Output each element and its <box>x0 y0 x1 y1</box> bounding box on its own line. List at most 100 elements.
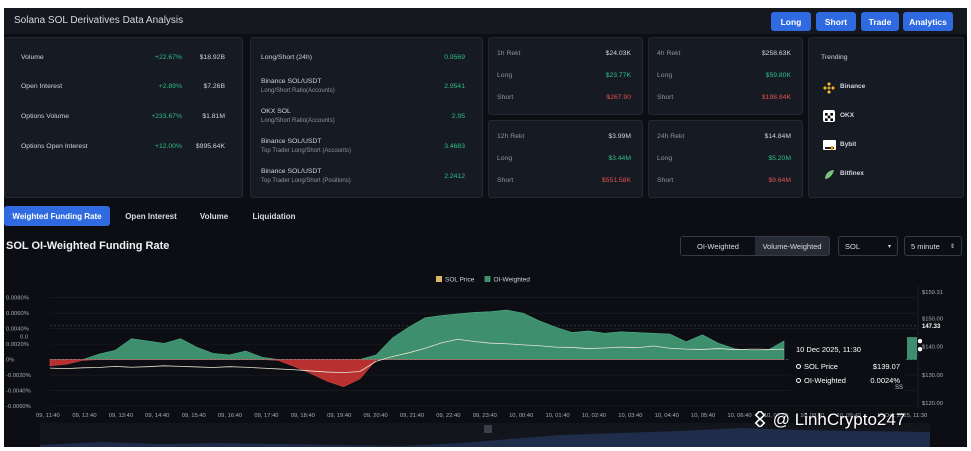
long-short-card: Long/Short (24h) 0.9569 Binance SOL/USDT… <box>250 37 483 198</box>
oi-weighted-negative-area <box>49 359 784 387</box>
x-axis-tick-label: 10, 00:40 <box>509 413 533 419</box>
interval-select[interactable]: 5 minute ⇕ <box>904 236 962 256</box>
x-axis-tick-label: 10, 03:40 <box>618 413 642 419</box>
rekt-short: $551.58K <box>601 177 631 184</box>
trending-item-binance[interactable]: Binance <box>840 83 866 90</box>
rekt-total: $24.03K <box>605 50 631 57</box>
rekt-card-1h: 1h Rekt $24.03K Long $23.77K Short $267.… <box>488 37 643 115</box>
rekt-short: $267.90 <box>606 94 631 101</box>
sol-price-hover-dot <box>917 347 923 352</box>
rekt-total: $14.84M <box>764 133 791 140</box>
rekt-short-label: Short <box>497 94 514 101</box>
trending-item-okx[interactable]: OKX <box>840 112 855 119</box>
rekt-total: $258.63K <box>761 50 791 57</box>
ratio-value: 2.95 <box>451 113 465 120</box>
okx-logo-icon <box>823 110 835 122</box>
x-axis-tick-label: 09, 11:40 <box>36 413 60 419</box>
tooltip-label: OI-Weighted <box>804 376 846 385</box>
rekt-short: $9.64M <box>768 177 791 184</box>
x-axis-tick-label: 09, 22:40 <box>436 413 460 419</box>
stat-value: $7.26B <box>203 83 225 90</box>
current-price-label: 147.33 <box>922 324 941 330</box>
chart-title: SOL OI-Weighted Funding Rate <box>6 240 170 252</box>
x-axis-tick-label: 10, 01:40 <box>545 413 569 419</box>
tooltip-edge-text: SS <box>895 385 904 391</box>
trending-item-bitfinex[interactable]: Bitfinex <box>840 170 864 177</box>
rekt-long: $5.20M <box>768 155 791 162</box>
ratio-value: 0.9569 <box>444 54 465 61</box>
oi-weighted-positive-area <box>50 309 785 360</box>
range-handle-icon[interactable] <box>484 425 492 433</box>
app-window: Solana SOL Derivatives Data Analysis Lon… <box>4 8 967 447</box>
sol-price-line <box>49 338 785 374</box>
binance-square-icon <box>754 409 766 429</box>
y-right-tick-label: $140.00 <box>922 345 943 351</box>
coin-select[interactable]: SOL ▾ <box>838 236 898 256</box>
stat-change: +12.00% <box>154 143 182 150</box>
x-axis-tick-label: 10, 04:40 <box>655 413 679 419</box>
tab-liquidation[interactable]: Liquidation <box>252 211 296 221</box>
funding-rate-chart[interactable]: SOL Price OI-Weighted 0.0080% 0.0060% 0.004… <box>4 268 967 447</box>
ratio-value: 2.2412 <box>444 173 465 180</box>
oi-weighted-option[interactable]: OI-Weighted <box>681 237 755 255</box>
x-axis-tick-label: 09, 18:40 <box>291 413 315 419</box>
y-axis-tick-label: 0.0 <box>20 334 28 340</box>
stat-label: Open Interest <box>21 83 63 90</box>
stat-change: +22.67% <box>154 54 182 61</box>
rekt-label: 12h Rekt <box>497 133 525 140</box>
rekt-long-label: Long <box>657 72 673 79</box>
ratio-value: 2.9541 <box>444 83 465 90</box>
analytics-button[interactable]: Analytics <box>903 12 953 31</box>
chevron-down-icon: ⇕ <box>949 243 955 250</box>
legend-label: OI-Weighted <box>494 277 531 284</box>
trending-item-bybit[interactable]: Bybit <box>840 141 857 148</box>
rekt-long: $3.44M <box>608 155 631 162</box>
x-axis-tick-label: 10, 08:40 <box>800 413 824 419</box>
market-stats-card: Volume +22.67% $18.92B Open Interest +2.… <box>4 37 243 198</box>
ratio-title: Long/Short (24h) <box>261 54 313 61</box>
tooltip-label: SOL Price <box>804 362 838 371</box>
legend-label: SOL Price <box>445 277 475 284</box>
y-axis-tick-label: 0.0080% <box>6 296 29 302</box>
rekt-short-label: Short <box>657 177 674 184</box>
x-axis-tick-label: 10, 02:40 <box>582 413 606 419</box>
y-axis-tick-label: 0.0060% <box>6 311 29 317</box>
tab-weighted-funding-rate[interactable]: Weighted Funding Rate <box>4 206 110 226</box>
chart-tabs: Weighted Funding Rate Open Interest Volu… <box>4 206 404 226</box>
rekt-long: $59.80K <box>765 72 791 79</box>
ratio-subtitle: Top Trader Long/Short (Accounts) <box>261 148 352 154</box>
tab-open-interest[interactable]: Open Interest <box>125 211 177 221</box>
bybit-logo-icon <box>823 140 836 150</box>
rekt-label: 4h Rekt <box>657 50 681 57</box>
oi-weighted-hover-dot <box>917 338 923 344</box>
trade-button[interactable]: Trade <box>861 12 899 31</box>
x-axis-tick-label: 09, 20:40 <box>364 413 388 419</box>
stat-label: Options Volume <box>21 113 69 120</box>
short-button[interactable]: Short <box>816 12 856 31</box>
x-axis-tick-label: 09, 13:40 <box>109 413 133 419</box>
y-axis-tick-label: 0.0020% <box>6 342 29 348</box>
volume-weighted-option[interactable]: Volume-Weighted <box>755 237 829 255</box>
long-button[interactable]: Long <box>771 12 811 31</box>
stat-label: Volume <box>21 54 44 61</box>
ratio-subtitle: Top Trader Long/Short (Positions) <box>261 178 351 184</box>
stat-change: +233.67% <box>151 113 182 120</box>
rekt-long-label: Long <box>657 155 673 162</box>
top-bar: Solana SOL Derivatives Data Analysis Lon… <box>4 8 967 34</box>
tab-volume[interactable]: Volume <box>199 211 229 221</box>
ratio-subtitle: Long/Short Ratio(Accounts) <box>261 88 335 94</box>
range-slider[interactable] <box>40 423 930 447</box>
x-axis-tick-label: 09, 21:40 <box>400 413 424 419</box>
rekt-short: $198.84K <box>761 94 791 101</box>
rekt-label: 24h Rekt <box>657 133 685 140</box>
rekt-card-24h: 24h Rekt $14.84M Long $5.20M Short $9.64… <box>648 120 803 198</box>
chart-tooltip: 10 Dec 2025, 11:30 SOL Price $139.07 OI-… <box>790 341 905 396</box>
binance-logo-icon <box>823 81 835 94</box>
rekt-long-label: Long <box>497 72 513 79</box>
x-axis-tick-label: 10 Dec 2025, 11:30 <box>877 413 927 419</box>
interval-select-value: 5 minute <box>911 241 940 251</box>
ratio-title: OKX SOL <box>261 108 291 115</box>
stat-value: $1.81M <box>202 113 225 120</box>
oi-weighted-last-bar <box>907 337 917 360</box>
rekt-label: 1h Rekt <box>497 50 521 57</box>
